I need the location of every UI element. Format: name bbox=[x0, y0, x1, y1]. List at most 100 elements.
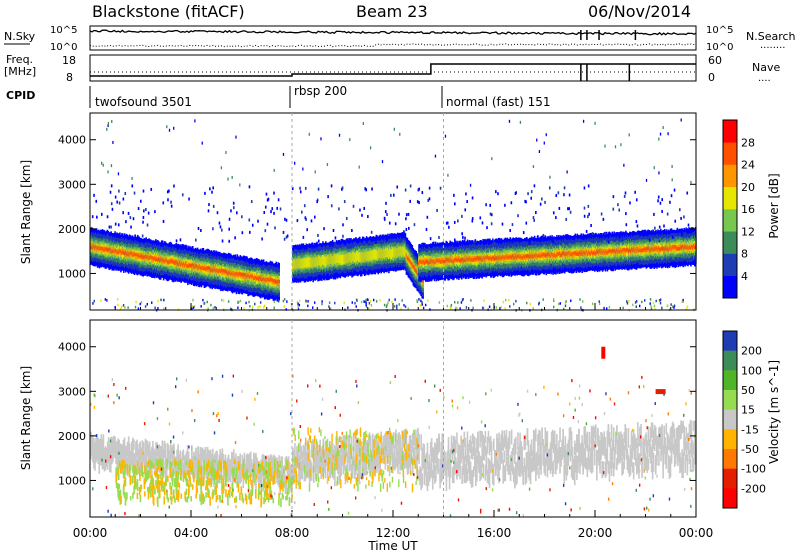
power-cell bbox=[154, 210, 156, 214]
power-cell bbox=[464, 259, 467, 263]
power-cell bbox=[169, 259, 172, 264]
power-cell bbox=[232, 271, 235, 278]
power-cell bbox=[567, 251, 570, 255]
power-cell bbox=[483, 299, 485, 302]
power-cell bbox=[658, 239, 661, 243]
power-cell bbox=[236, 271, 239, 276]
power-cell bbox=[368, 307, 370, 311]
power-cell bbox=[394, 247, 397, 257]
power-cell bbox=[534, 254, 537, 258]
power-cell bbox=[317, 257, 319, 268]
power-cell bbox=[623, 194, 626, 198]
power-cell bbox=[379, 299, 381, 302]
power-cell bbox=[100, 299, 102, 302]
power-cell bbox=[517, 254, 519, 259]
power-cell bbox=[146, 302, 149, 306]
power-cell bbox=[427, 261, 430, 265]
power-cell bbox=[386, 238, 388, 242]
power-cell bbox=[481, 306, 484, 310]
power-cell bbox=[683, 246, 685, 250]
velocity-cell bbox=[145, 448, 148, 462]
power-cell bbox=[240, 272, 243, 277]
power-cell bbox=[363, 206, 366, 210]
power-cell bbox=[277, 299, 280, 303]
power-cell bbox=[238, 300, 240, 304]
power-cell bbox=[674, 245, 677, 252]
power-cell bbox=[110, 225, 112, 229]
power-cell bbox=[313, 301, 316, 304]
power-cell bbox=[607, 240, 610, 244]
power-cell bbox=[200, 266, 203, 270]
power-cell bbox=[106, 127, 108, 131]
power-colorbar-frame bbox=[722, 119, 738, 299]
power-cell bbox=[92, 244, 95, 249]
power-cell bbox=[137, 254, 140, 259]
power-cell bbox=[168, 260, 171, 264]
power-cell bbox=[407, 212, 410, 216]
power-cell bbox=[416, 299, 418, 302]
power-cell bbox=[662, 246, 664, 251]
power-cell bbox=[650, 230, 653, 234]
power-cell bbox=[273, 300, 275, 304]
power-cell bbox=[624, 248, 626, 256]
power-cell bbox=[611, 231, 614, 235]
power-cell bbox=[414, 264, 417, 272]
power-cell bbox=[338, 207, 340, 211]
power-cell bbox=[175, 239, 178, 243]
velocity-cell bbox=[113, 439, 115, 450]
power-cell bbox=[365, 188, 368, 192]
power-cell bbox=[588, 250, 590, 255]
power-cell bbox=[533, 218, 535, 222]
power-cell bbox=[232, 201, 235, 205]
power-cell bbox=[635, 249, 638, 254]
power-cell bbox=[248, 185, 251, 189]
velocity-cell bbox=[100, 434, 103, 445]
power-cell bbox=[136, 252, 139, 257]
power-cell bbox=[230, 271, 233, 276]
power-cell bbox=[536, 138, 538, 142]
power-cell bbox=[551, 251, 553, 256]
power-cell bbox=[510, 201, 513, 205]
power-cell bbox=[375, 249, 378, 259]
power-cell bbox=[118, 189, 120, 193]
power-cell bbox=[177, 262, 179, 267]
power-cell bbox=[112, 140, 114, 144]
power-cell bbox=[457, 301, 459, 304]
power-cell bbox=[418, 187, 420, 191]
power-cell bbox=[103, 244, 106, 252]
power-cell bbox=[638, 248, 641, 253]
power-cell bbox=[439, 259, 442, 264]
power-cell bbox=[425, 259, 427, 264]
power-cell bbox=[673, 306, 675, 309]
power-cell bbox=[358, 252, 360, 263]
power-cell bbox=[347, 306, 349, 309]
power-cell bbox=[585, 229, 588, 233]
power-cell bbox=[648, 246, 650, 251]
power-cell bbox=[618, 208, 621, 212]
power-cell bbox=[185, 261, 187, 266]
power-cell bbox=[413, 264, 416, 269]
power-cell bbox=[206, 307, 209, 311]
power-cell bbox=[301, 259, 304, 269]
velocity-cell bbox=[90, 445, 92, 460]
power-cell bbox=[268, 278, 271, 283]
power-cell bbox=[690, 180, 692, 184]
power-cell bbox=[442, 260, 445, 264]
power-cell bbox=[635, 300, 638, 303]
power-cell bbox=[218, 269, 220, 273]
power-cell bbox=[598, 249, 601, 253]
power-cell bbox=[422, 279, 424, 283]
power-cell bbox=[440, 260, 443, 264]
power-cell bbox=[299, 190, 302, 194]
power-cell bbox=[246, 275, 248, 279]
power-cell bbox=[527, 192, 529, 196]
power-cell bbox=[558, 206, 561, 210]
power-cell bbox=[149, 256, 151, 260]
power-cell bbox=[680, 245, 683, 250]
power-cell bbox=[508, 119, 511, 123]
power-cell bbox=[465, 192, 467, 196]
power-cell bbox=[202, 298, 204, 302]
power-cell bbox=[90, 245, 93, 250]
power-cell bbox=[93, 245, 96, 250]
